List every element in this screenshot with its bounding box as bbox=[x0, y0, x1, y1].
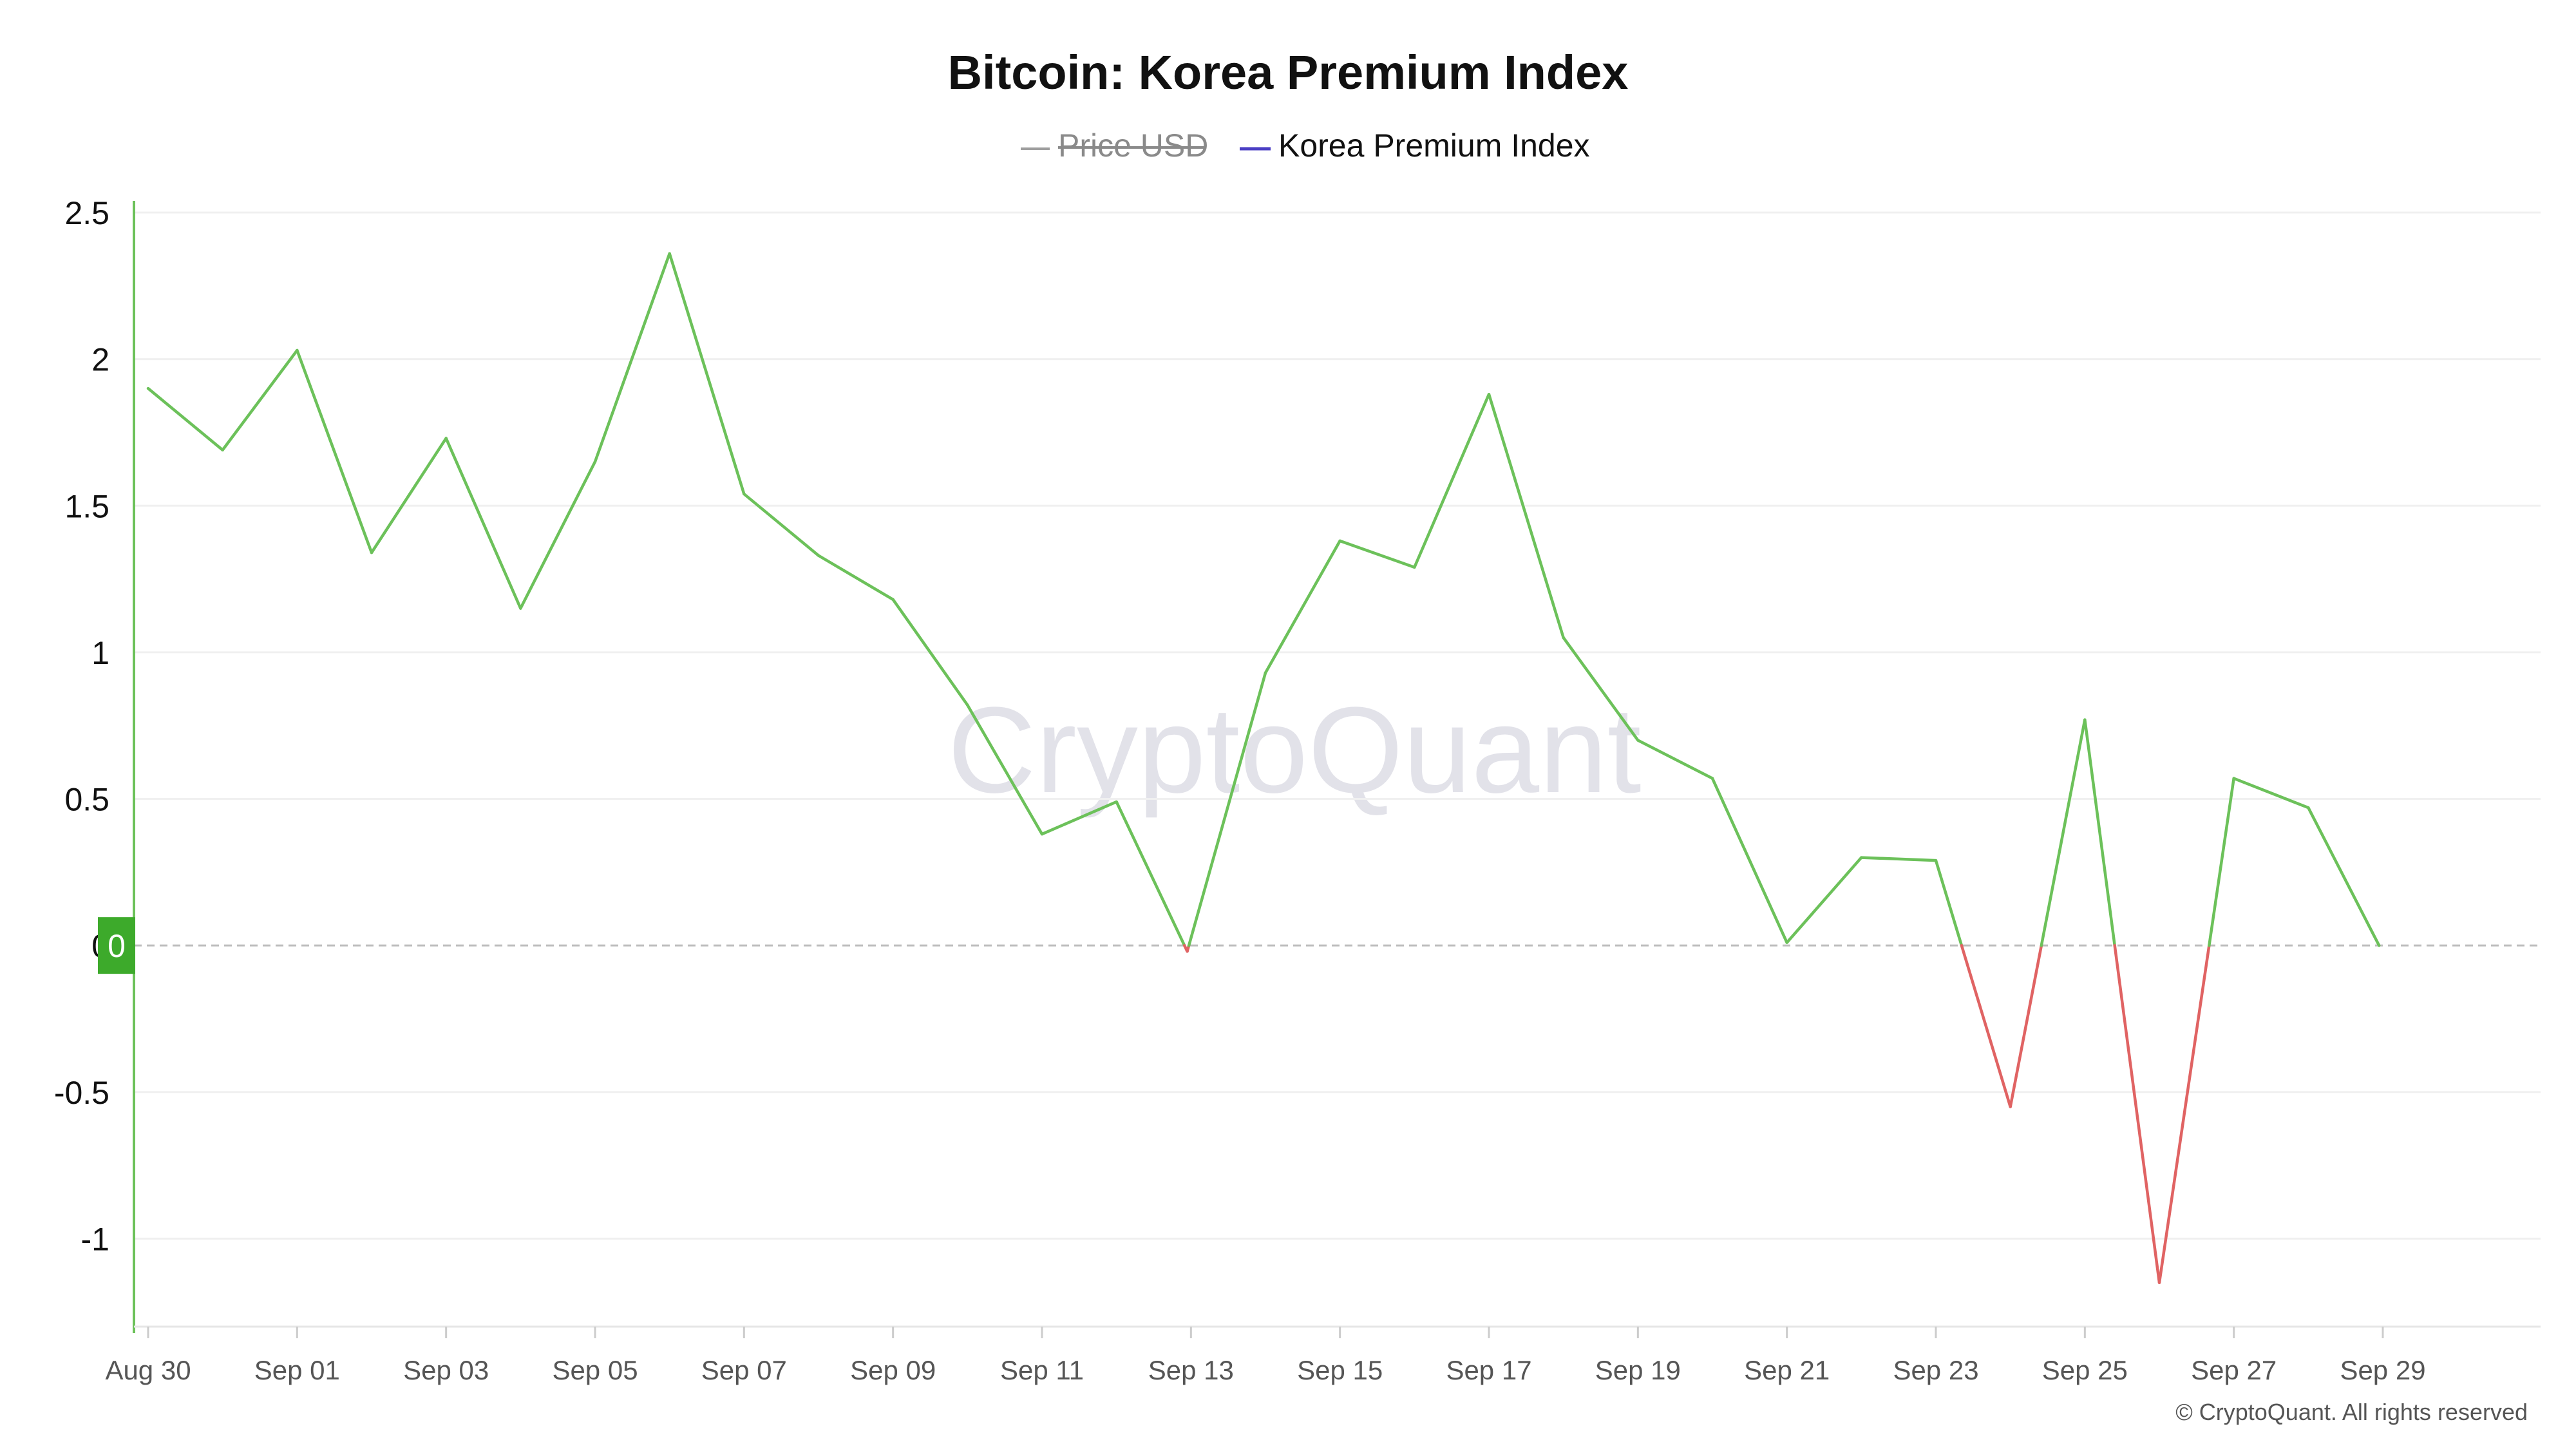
series-segment bbox=[1264, 539, 1341, 675]
x-tick-label: Sep 19 bbox=[1595, 1355, 1681, 1385]
x-tick-label: Sep 07 bbox=[701, 1355, 787, 1385]
x-tick-label: Sep 09 bbox=[850, 1355, 936, 1385]
series-segment bbox=[2157, 943, 2211, 1284]
x-tick-label: Sep 05 bbox=[552, 1355, 638, 1385]
series-segment bbox=[2208, 777, 2235, 947]
series-segment bbox=[2083, 718, 2116, 947]
series-segment bbox=[1710, 777, 1788, 944]
y-tick-label: 0.5 bbox=[64, 782, 109, 818]
x-tick-label: Sep 17 bbox=[1446, 1355, 1531, 1385]
series-segment bbox=[593, 252, 671, 464]
series-segment bbox=[1187, 671, 1267, 947]
series-segment bbox=[296, 348, 374, 554]
series-segment bbox=[1562, 636, 1640, 742]
series-segment bbox=[1934, 858, 1964, 947]
x-tick-label: Sep 23 bbox=[1893, 1355, 1978, 1385]
y-tick-label: 1.5 bbox=[64, 488, 109, 524]
x-tick-label: Sep 11 bbox=[1000, 1355, 1084, 1385]
current-value-badge: 0 bbox=[98, 917, 135, 974]
x-tick-label: Sep 21 bbox=[1744, 1355, 1830, 1385]
series-segment bbox=[444, 437, 522, 610]
series-segment bbox=[743, 492, 820, 557]
series-segment bbox=[1960, 943, 2012, 1108]
series-segment bbox=[817, 554, 895, 601]
series-segment bbox=[221, 348, 299, 452]
y-tick-label: 2.5 bbox=[64, 195, 109, 231]
gridlines bbox=[134, 211, 2541, 1240]
watermark: CryptoQuant bbox=[947, 682, 1641, 819]
x-tick-label: Sep 25 bbox=[2042, 1355, 2128, 1385]
series-segment bbox=[1487, 393, 1565, 639]
legend-item-price-usd[interactable]: Price USD bbox=[1021, 128, 1208, 164]
series-segment bbox=[1636, 739, 1714, 780]
legend-label-price-usd: Price USD bbox=[1058, 128, 1208, 164]
series-segment bbox=[891, 598, 969, 707]
series-segment bbox=[966, 703, 1044, 836]
y-tick-label: -1 bbox=[81, 1221, 109, 1257]
y-tick-label: 1 bbox=[91, 635, 109, 671]
chart-title: Bitcoin: Korea Premium Index bbox=[948, 46, 1629, 99]
series-segment bbox=[2113, 943, 2161, 1284]
x-axis: Aug 30 Sep 01 Sep 03 Sep 05 Sep 07 Sep 09 Sep … bbox=[105, 1325, 2541, 1385]
series-segment bbox=[146, 386, 224, 452]
series-segment bbox=[668, 252, 746, 496]
y-tick-label: -0.5 bbox=[54, 1075, 109, 1111]
series-korea-premium-index bbox=[146, 252, 2381, 1284]
legend: Price USD Korea Premium Index bbox=[1021, 128, 1590, 164]
x-tick-label: Sep 27 bbox=[2191, 1355, 2277, 1385]
x-tick-label: Sep 13 bbox=[1148, 1355, 1234, 1385]
x-tick-label: Sep 03 bbox=[403, 1355, 489, 1385]
x-tick-label: Sep 01 bbox=[254, 1355, 340, 1385]
y-tick-label: 2 bbox=[91, 342, 109, 378]
x-tick-label: Aug 30 bbox=[105, 1355, 191, 1385]
current-value-badge-bg bbox=[98, 917, 135, 974]
legend-label-korea-premium-index: Korea Premium Index bbox=[1278, 128, 1590, 164]
series-segment bbox=[1413, 393, 1491, 569]
series-segment bbox=[1860, 856, 1938, 862]
y-axis: 2.5 2 1.5 1 0.5 0 -0.5 -1 bbox=[54, 195, 135, 1333]
copyright-notice: © CryptoQuant. All rights reserved bbox=[2175, 1399, 2528, 1425]
legend-item-korea-premium-index[interactable]: Korea Premium Index bbox=[1240, 128, 1590, 164]
series-segment bbox=[1338, 539, 1416, 569]
series-segment bbox=[519, 460, 597, 610]
series-segment bbox=[2307, 806, 2381, 947]
series-segment bbox=[2040, 718, 2087, 947]
series-segment bbox=[2232, 777, 2310, 810]
series-segment bbox=[1785, 856, 1863, 944]
x-tick-label: Sep 15 bbox=[1297, 1355, 1383, 1385]
series-segment bbox=[2009, 943, 2043, 1108]
x-tick-label: Sep 29 bbox=[2340, 1355, 2425, 1385]
series-segment bbox=[1040, 800, 1118, 836]
current-value-badge-label: 0 bbox=[108, 928, 126, 964]
series-segment bbox=[370, 437, 448, 554]
series-segment bbox=[1115, 800, 1186, 947]
